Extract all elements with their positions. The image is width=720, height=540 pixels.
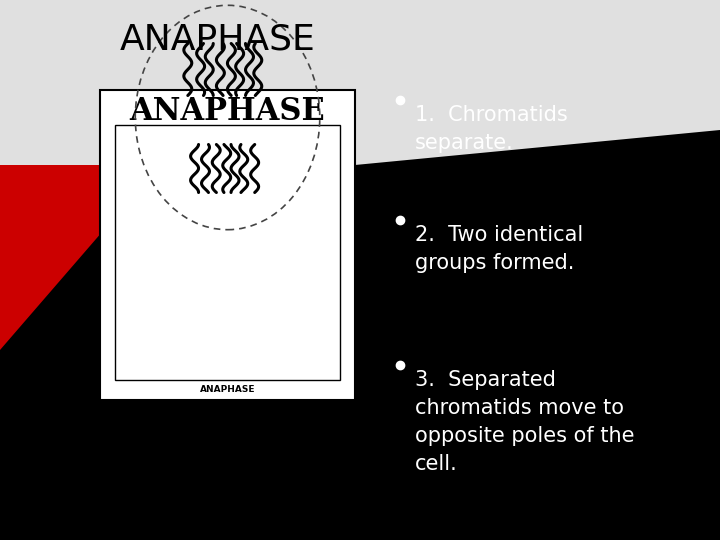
Text: 3.  Separated
chromatids move to
opposite poles of the
cell.: 3. Separated chromatids move to opposite… — [415, 370, 634, 474]
Text: 1.  Chromatids
separate.: 1. Chromatids separate. — [415, 105, 568, 153]
Text: 2.  Two identical
groups formed.: 2. Two identical groups formed. — [415, 225, 583, 273]
Bar — [100, 90, 355, 400]
Polygon shape — [0, 0, 160, 350]
Polygon shape — [0, 0, 720, 165]
Text: ANAPHASE: ANAPHASE — [199, 386, 256, 395]
Text: ANAPHASE: ANAPHASE — [120, 23, 316, 57]
Bar — [115, 125, 340, 380]
Text: ANAPHASE: ANAPHASE — [130, 97, 325, 127]
